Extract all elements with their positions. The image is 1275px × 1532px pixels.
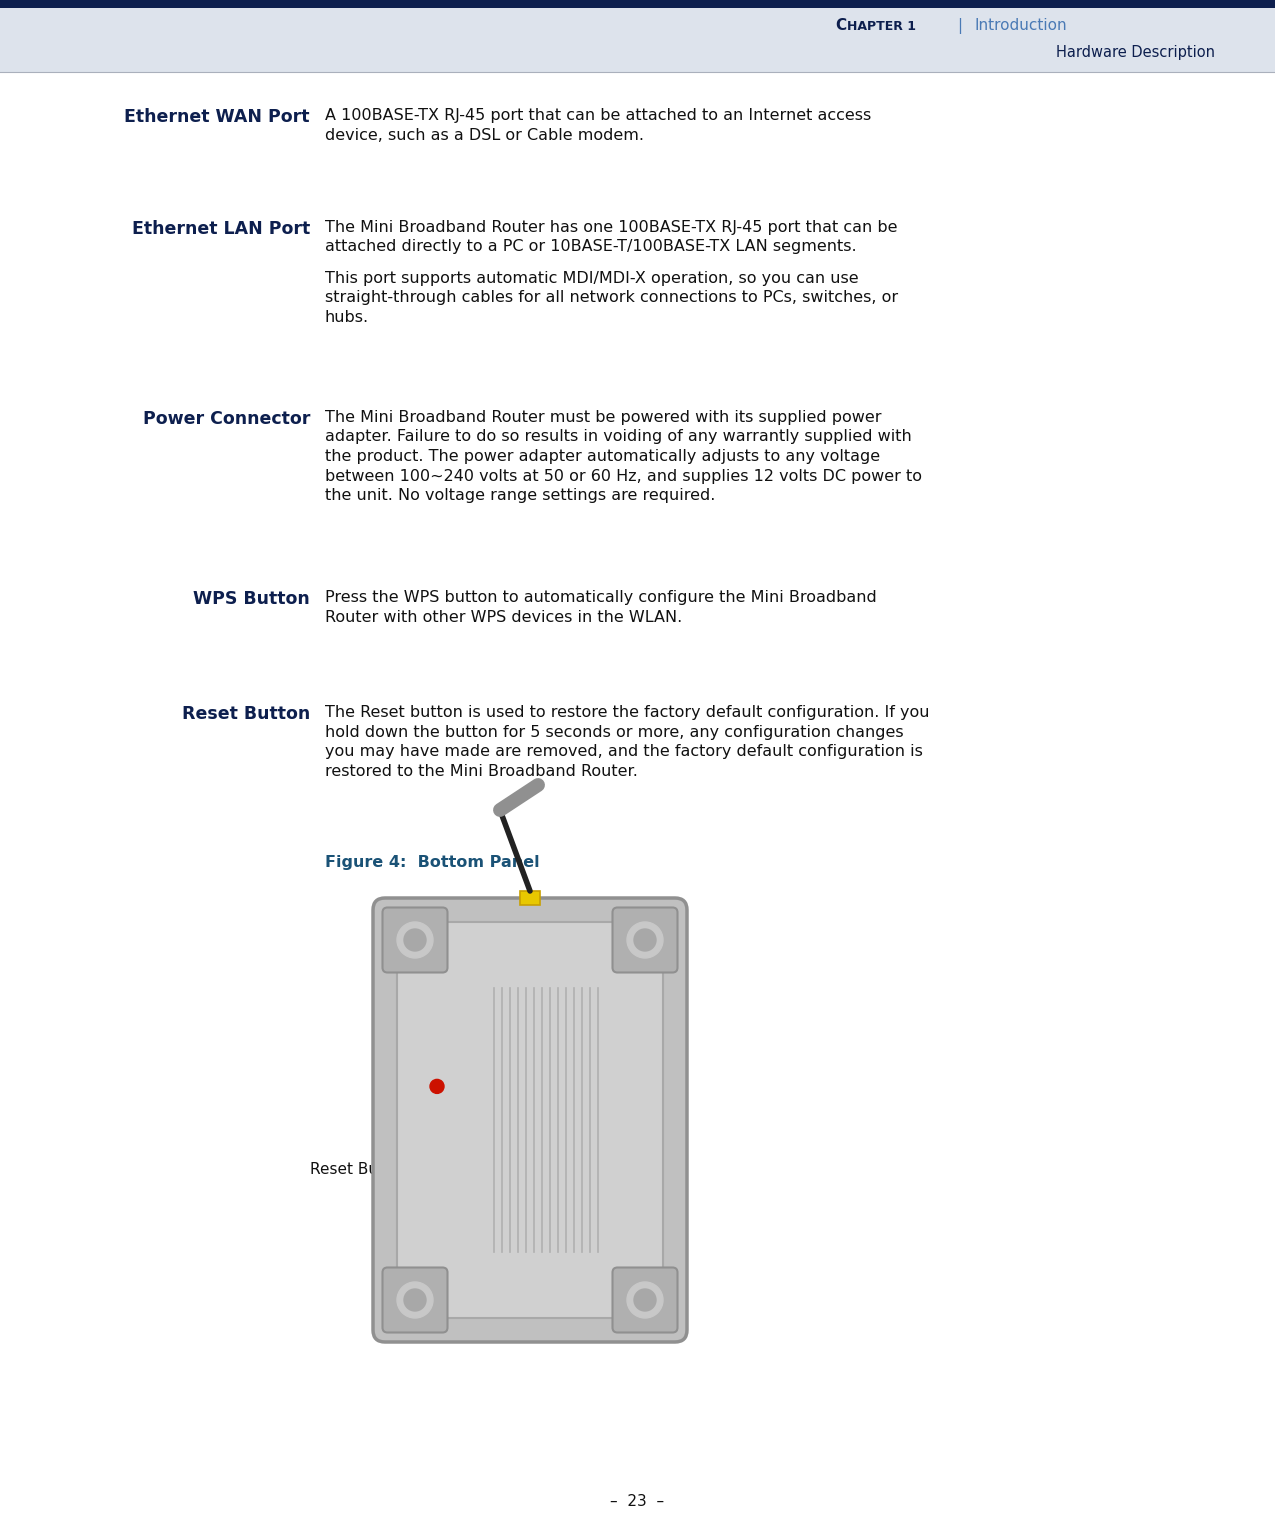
FancyBboxPatch shape bbox=[382, 907, 448, 973]
Text: Ethernet LAN Port: Ethernet LAN Port bbox=[131, 221, 310, 237]
Text: between 100~240 volts at 50 or 60 Hz, and supplies 12 volts DC power to: between 100~240 volts at 50 or 60 Hz, an… bbox=[325, 469, 922, 484]
Text: Reset Button: Reset Button bbox=[310, 1161, 409, 1177]
Text: you may have made are removed, and the factory default configuration is: you may have made are removed, and the f… bbox=[325, 745, 923, 758]
Text: |: | bbox=[958, 18, 963, 34]
Circle shape bbox=[404, 1288, 426, 1311]
FancyBboxPatch shape bbox=[374, 898, 687, 1342]
Text: hubs.: hubs. bbox=[325, 309, 370, 325]
Text: A 100BASE-TX RJ-45 port that can be attached to an Internet access: A 100BASE-TX RJ-45 port that can be atta… bbox=[325, 107, 871, 123]
FancyBboxPatch shape bbox=[397, 922, 663, 1318]
Text: The Mini Broadband Router must be powered with its supplied power: The Mini Broadband Router must be powere… bbox=[325, 411, 881, 424]
Text: This port supports automatic MDI/MDI-X operation, so you can use: This port supports automatic MDI/MDI-X o… bbox=[325, 271, 858, 285]
Text: the unit. No voltage range settings are required.: the unit. No voltage range settings are … bbox=[325, 489, 715, 502]
Bar bbox=[0, 0, 1275, 8]
Text: the product. The power adapter automatically adjusts to any voltage: the product. The power adapter automatic… bbox=[325, 449, 880, 464]
Text: C: C bbox=[835, 18, 847, 34]
Bar bbox=[520, 892, 541, 905]
Text: Router with other WPS devices in the WLAN.: Router with other WPS devices in the WLA… bbox=[325, 610, 682, 625]
Text: The Mini Broadband Router has one 100BASE-TX RJ-45 port that can be: The Mini Broadband Router has one 100BAS… bbox=[325, 221, 898, 234]
Text: HAPTER 1: HAPTER 1 bbox=[847, 20, 915, 32]
Text: restored to the Mini Broadband Router.: restored to the Mini Broadband Router. bbox=[325, 763, 638, 778]
Text: straight-through cables for all network connections to PCs, switches, or: straight-through cables for all network … bbox=[325, 290, 898, 305]
FancyBboxPatch shape bbox=[612, 907, 677, 973]
Circle shape bbox=[430, 1080, 444, 1094]
Text: –  23  –: – 23 – bbox=[611, 1495, 664, 1509]
Text: Hardware Description: Hardware Description bbox=[1056, 44, 1215, 60]
Circle shape bbox=[397, 922, 434, 958]
Text: adapter. Failure to do so results in voiding of any warrantly supplied with: adapter. Failure to do so results in voi… bbox=[325, 429, 912, 444]
Circle shape bbox=[627, 922, 663, 958]
Circle shape bbox=[397, 1282, 434, 1318]
FancyBboxPatch shape bbox=[382, 1267, 448, 1333]
Text: Power Connector: Power Connector bbox=[143, 411, 310, 427]
Circle shape bbox=[634, 1288, 657, 1311]
Text: Reset Button: Reset Button bbox=[182, 705, 310, 723]
Text: Press the WPS button to automatically configure the Mini Broadband: Press the WPS button to automatically co… bbox=[325, 590, 877, 605]
Text: device, such as a DSL or Cable modem.: device, such as a DSL or Cable modem. bbox=[325, 127, 644, 142]
Text: hold down the button for 5 seconds or more, any configuration changes: hold down the button for 5 seconds or mo… bbox=[325, 725, 904, 740]
Text: attached directly to a PC or 10BASE-T/100BASE-TX LAN segments.: attached directly to a PC or 10BASE-T/10… bbox=[325, 239, 857, 254]
Circle shape bbox=[634, 928, 657, 951]
Text: Introduction: Introduction bbox=[975, 18, 1067, 34]
FancyBboxPatch shape bbox=[612, 1267, 677, 1333]
Circle shape bbox=[404, 928, 426, 951]
Text: Ethernet WAN Port: Ethernet WAN Port bbox=[125, 107, 310, 126]
Text: Figure 4:  Bottom Panel: Figure 4: Bottom Panel bbox=[325, 855, 539, 870]
Text: WPS Button: WPS Button bbox=[194, 590, 310, 608]
Bar bbox=[0, 8, 1275, 72]
Circle shape bbox=[627, 1282, 663, 1318]
Text: The Reset button is used to restore the factory default configuration. If you: The Reset button is used to restore the … bbox=[325, 705, 929, 720]
